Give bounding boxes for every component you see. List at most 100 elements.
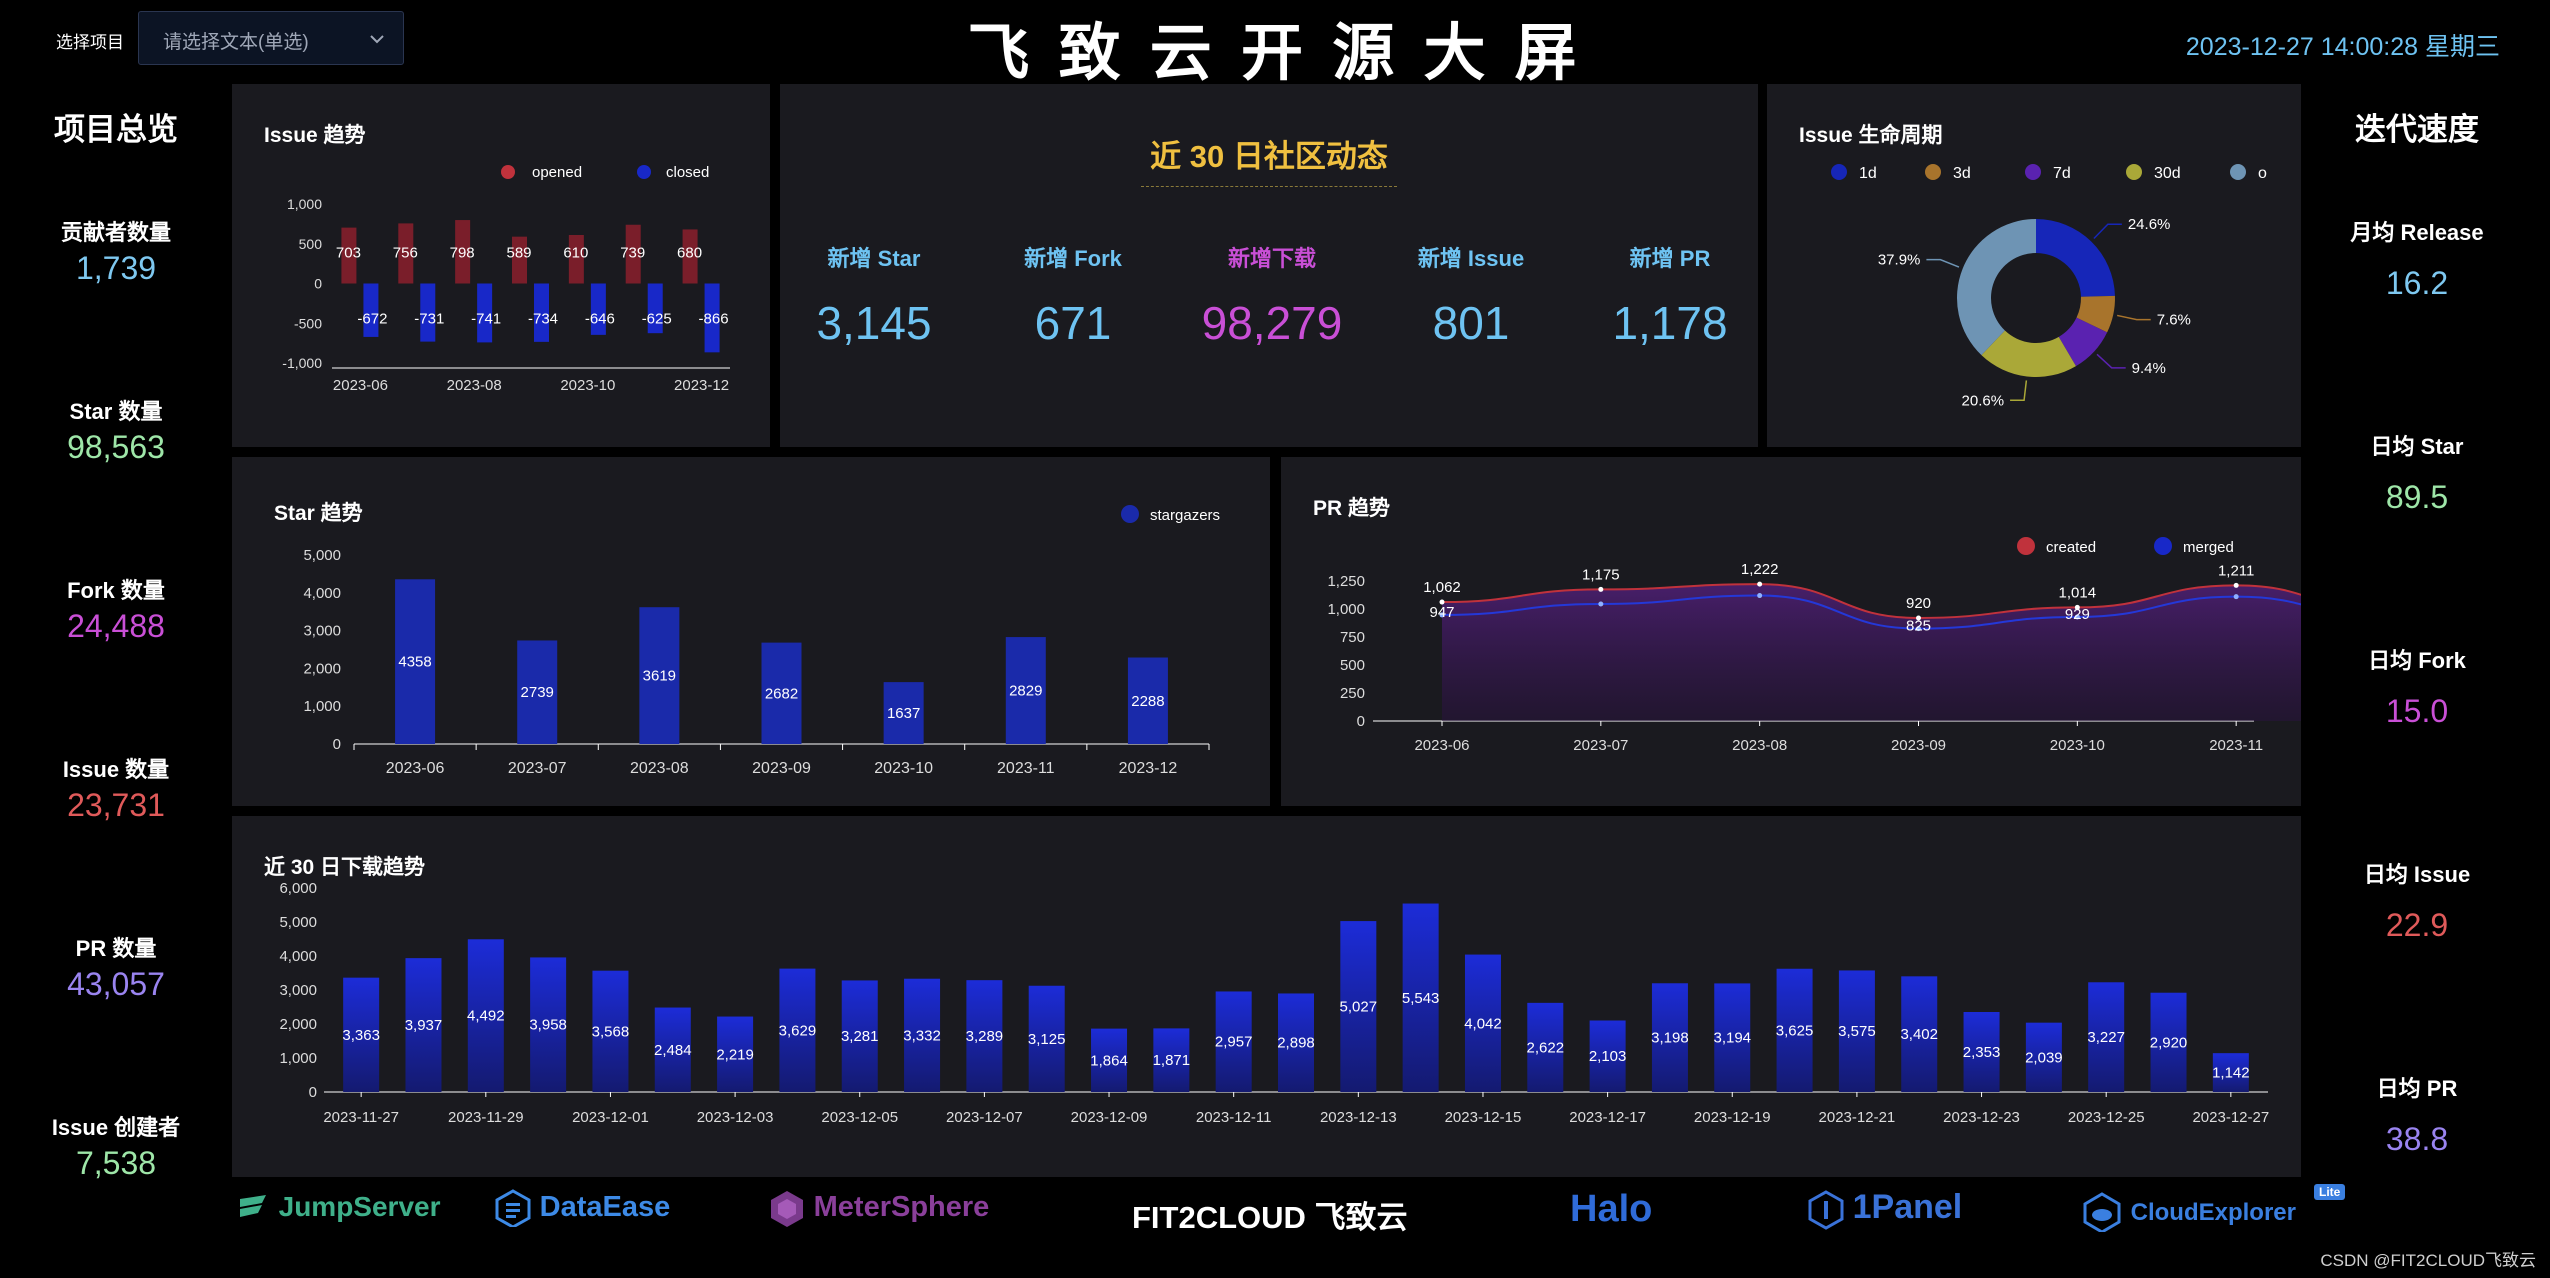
chevron-down-icon [370, 35, 384, 44]
closed-bar [704, 283, 720, 353]
bar-value-label: 2682 [765, 685, 798, 702]
x-tick-label: 2023-12 [1119, 760, 1178, 777]
bar-value-label: 3,194 [1713, 1030, 1751, 1047]
closed-value-label: -741 [471, 311, 501, 328]
cloudexplorer-badge: Lite [2314, 1184, 2346, 1200]
project-select[interactable]: 请选择文本(单选) [138, 11, 404, 65]
y-tick-label: 0 [314, 276, 322, 292]
cloudexplorer-logo[interactable]: CloudExplorer Lite [2082, 1184, 2346, 1234]
download-bar [1527, 1002, 1564, 1092]
x-tick-label: 2023-11 [997, 760, 1055, 777]
download-bar [2025, 1022, 2062, 1092]
x-tick-label: 2023-12-17 [1569, 1109, 1646, 1126]
halo-logo[interactable]: Halo [1570, 1188, 1652, 1231]
pie-leader-line [1926, 258, 1960, 268]
opened-bar [682, 229, 698, 284]
pie-slice [2076, 295, 2115, 333]
star-bar [883, 682, 924, 744]
created-value-label: 1,211 [2218, 562, 2254, 579]
y-tick-label: 500 [1340, 657, 1365, 674]
bar-value-label: 4,042 [1464, 1015, 1502, 1032]
cloudexplorer-icon [2083, 1192, 2121, 1234]
x-tick-label: 2023-12-01 [572, 1109, 649, 1126]
community-stat-label: 新增 Fork [1024, 246, 1122, 271]
legend-label: 3d [1953, 165, 1971, 182]
overview-title: 项目总览 [54, 112, 178, 147]
x-tick-label: 2023-12-11 [1196, 1109, 1272, 1126]
created-point [1757, 581, 1763, 587]
iteration-label: 日均 PR [2376, 1076, 2458, 1101]
community-stat-label: 新增 Star [827, 246, 921, 271]
closed-value-label: -866 [699, 311, 729, 328]
legend-opened-swatch [501, 165, 515, 179]
bar-value-label: 2829 [1009, 683, 1042, 700]
download-bar [1714, 983, 1751, 1092]
x-tick-label: 2023-12-15 [1445, 1109, 1522, 1126]
download-bar [1340, 921, 1377, 1092]
merged-point [2233, 594, 2239, 600]
onepanel-logo-text: 1Panel [1852, 1188, 1963, 1226]
x-tick-label: 2023-12-09 [1071, 1109, 1148, 1126]
download-bar [717, 1016, 754, 1092]
legend-opened-label: opened [532, 164, 582, 181]
opened-bar [625, 224, 641, 284]
x-tick-label: 2023-12-21 [1819, 1109, 1896, 1126]
watermark: CSDN @FIT2CLOUD飞致云 [2320, 1251, 2536, 1270]
overview-label: Issue 创建者 [51, 1115, 181, 1140]
created-value-label: 1,175 [1582, 566, 1620, 583]
pie-slice [1981, 330, 2076, 377]
closed-value-label: -672 [357, 311, 387, 328]
bar-value-label: 3619 [643, 668, 676, 685]
x-tick-label: 2023-10 [2050, 737, 2105, 754]
bar-value-label: 2,039 [2025, 1049, 2063, 1066]
download-bar [1402, 903, 1439, 1092]
download-bar [1651, 983, 1688, 1092]
download-bar [405, 958, 442, 1092]
download-bar [343, 977, 380, 1092]
bar-value-label: 1,864 [1090, 1052, 1128, 1069]
x-tick-label: 2023-12 [674, 377, 729, 394]
bar-value-label: 2,920 [2150, 1034, 2188, 1051]
iteration-label: 日均 Star [2370, 434, 2464, 459]
merged-value-label: 825 [1906, 618, 1931, 635]
star-bar [1127, 657, 1168, 744]
x-tick-label: 2023-06 [333, 377, 388, 394]
y-tick-label: 500 [299, 236, 323, 252]
x-tick-label: 2023-12-07 [946, 1109, 1023, 1126]
community-panel: 近 30 日社区动态 新增 Star 3,145 新增 Fork 671 新增下载 98,… [780, 84, 1758, 447]
bar-value-label: 2288 [1131, 693, 1164, 710]
download-trend-title: 近 30 日下载趋势 [264, 856, 426, 879]
legend-label: 7d [2053, 165, 2071, 182]
fit2cloud-logo[interactable]: FIT2CLOUD 飞致云 [1132, 1192, 1408, 1237]
created-point [1916, 615, 1921, 621]
legend-closed-swatch [637, 165, 651, 179]
overview-label: Issue 数量 [62, 757, 170, 782]
onepanel-logo[interactable]: 1Panel [1808, 1188, 1962, 1230]
download-trend-chart: 6,000 5,000 4,000 3,000 2,000 1,000 0 3,363 3,93… [279, 880, 2269, 1126]
y-tick-label: 3,000 [303, 623, 341, 640]
created-point [2074, 604, 2080, 610]
legend-swatch [1925, 164, 1941, 180]
jumpserver-logo[interactable]: JumpServer [236, 1188, 441, 1225]
halo-logo-text: Halo [1570, 1188, 1653, 1230]
merged-point [1598, 601, 1604, 607]
created-value-label: 1,014 [2059, 584, 2097, 601]
community-title: 近 30 日社区动态 [1150, 139, 1388, 174]
y-tick-label: 1,000 [303, 698, 341, 715]
x-tick-label: 2023-06 [386, 760, 445, 777]
bar-value-label: 3,363 [342, 1027, 380, 1044]
community-stat-value: 801 [1432, 297, 1510, 349]
y-tick-label: 4,000 [279, 948, 317, 965]
download-bar [779, 968, 816, 1092]
metersphere-logo[interactable]: MeterSphere [769, 1188, 989, 1227]
dataease-logo[interactable]: DataEase [495, 1188, 670, 1229]
closed-bar [534, 283, 549, 342]
pie-slice [2058, 317, 2108, 367]
bar-value-label: 3,198 [1651, 1030, 1689, 1047]
opened-bar [398, 223, 414, 284]
y-tick-label: 1,000 [1327, 601, 1365, 618]
legend-label: 30d [2154, 165, 2181, 182]
iteration-label: 月均 Release [2350, 220, 2484, 245]
bar-value-label: 1637 [887, 705, 920, 722]
download-bar [654, 1007, 691, 1092]
